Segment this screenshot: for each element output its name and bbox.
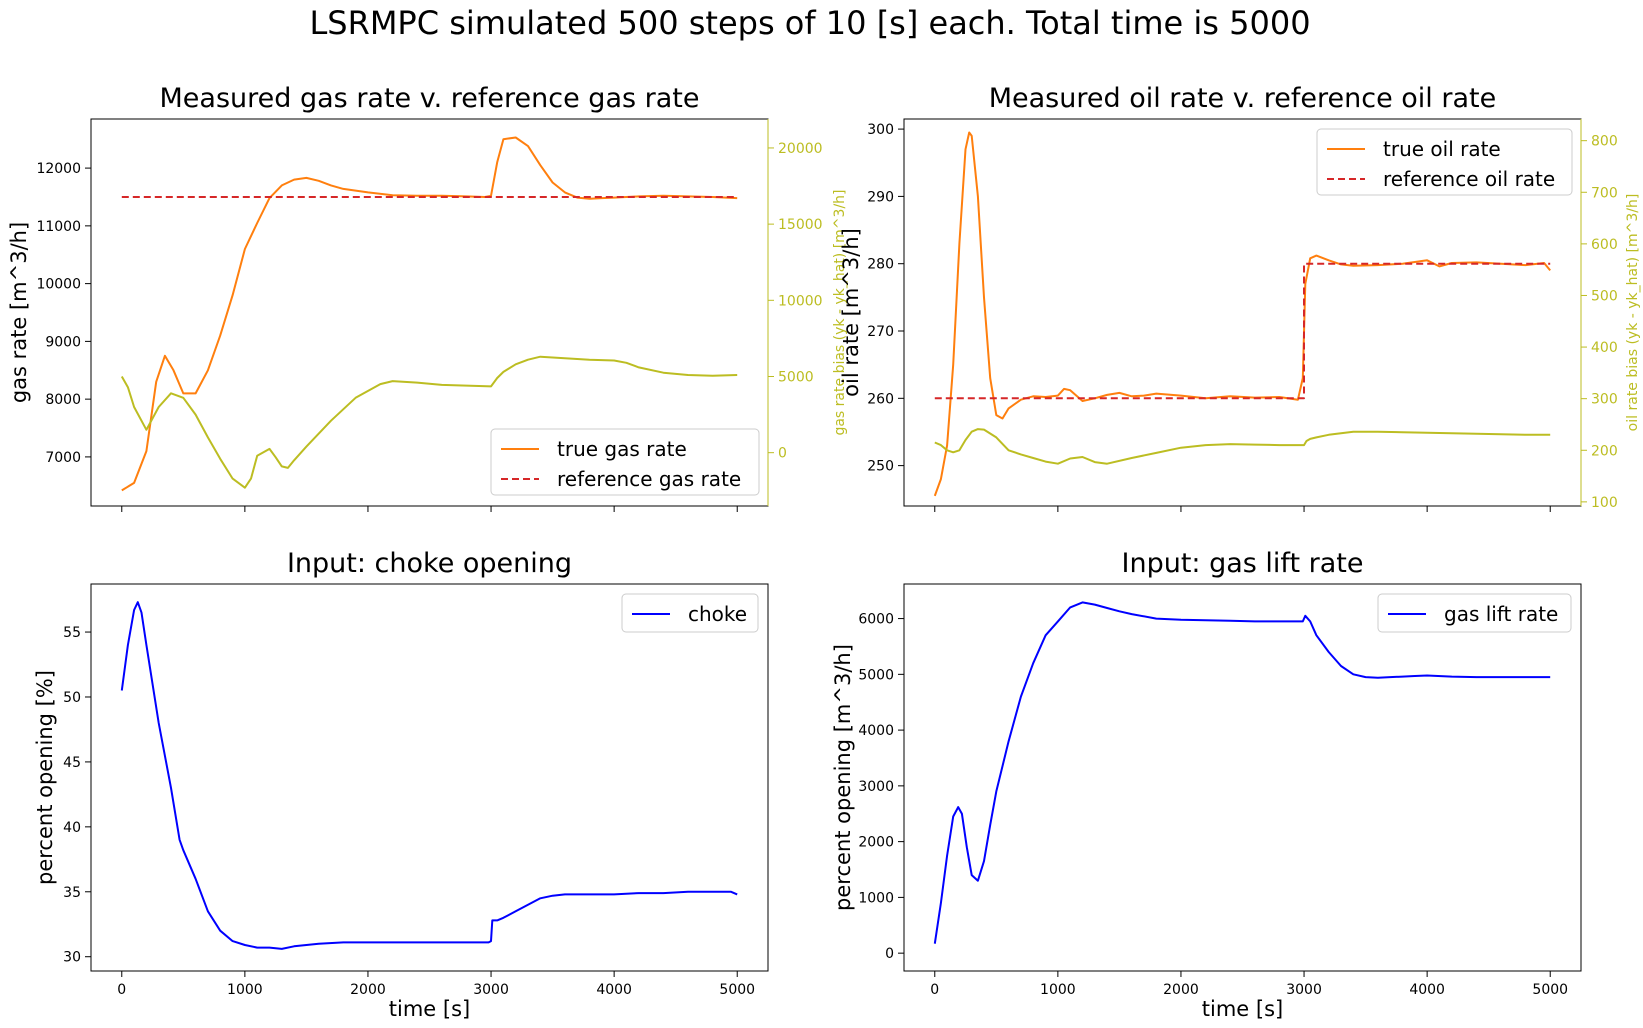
oil-ytick-label: 300 bbox=[867, 122, 894, 138]
oil-y-axis-label: oil rate [m^3/h] bbox=[839, 228, 863, 397]
gaslift-ytick-label: 6000 bbox=[858, 612, 894, 628]
choke-xtick-label: 3000 bbox=[473, 982, 509, 998]
choke-xtick-label: 2000 bbox=[350, 982, 386, 998]
gaslift-y-axis-label: percent opening [m^3/h] bbox=[831, 644, 855, 911]
gas-y2tick-label: 15000 bbox=[778, 217, 823, 233]
oil-y2tick-label: 800 bbox=[1591, 134, 1618, 150]
gaslift-xtick-label: 5000 bbox=[1532, 982, 1568, 998]
oil-ytick-label: 290 bbox=[867, 189, 894, 205]
choke-ytick-label: 50 bbox=[63, 690, 81, 706]
gaslift-ytick-label: 3000 bbox=[858, 779, 894, 795]
oil-ytick-label: 260 bbox=[867, 391, 894, 407]
gas-ytick-label: 12000 bbox=[36, 161, 81, 177]
oil-y2tick-label: 200 bbox=[1591, 443, 1618, 459]
oil-y2tick-label: 600 bbox=[1591, 237, 1618, 253]
gas-ytick-label: 7000 bbox=[45, 450, 81, 466]
choke-legend-label: choke bbox=[688, 602, 747, 626]
choke-ytick-label: 55 bbox=[63, 625, 81, 641]
choke-ytick-label: 45 bbox=[63, 755, 81, 771]
gas-panel: Measured gas rate v. reference gas rate 7… bbox=[7, 83, 848, 512]
oil-legend-label: true oil rate bbox=[1383, 137, 1501, 161]
gaslift-legend-label: gas lift rate bbox=[1444, 602, 1558, 626]
gaslift-xtick-label: 2000 bbox=[1163, 982, 1199, 998]
choke-ytick-label: 35 bbox=[63, 885, 81, 901]
choke-title: Input: choke opening bbox=[287, 548, 572, 579]
gaslift-title: Input: gas lift rate bbox=[1122, 548, 1364, 579]
oil-y2tick-label: 300 bbox=[1591, 392, 1618, 408]
gaslift-ytick-label: 0 bbox=[885, 946, 894, 962]
choke-axes-frame bbox=[90, 583, 769, 972]
gas-y2tick-label: 10000 bbox=[778, 293, 823, 309]
gas-y2tick-label: 20000 bbox=[778, 141, 823, 157]
gas-y2tick-label: 5000 bbox=[778, 369, 814, 385]
oil-series-bias-line bbox=[934, 428, 1551, 465]
gaslift-xtick-label: 0 bbox=[930, 982, 939, 998]
oil-y2tick-label: 700 bbox=[1591, 185, 1618, 201]
choke-xtick-label: 4000 bbox=[596, 982, 632, 998]
gas-y2-axis-label: gas rate bias (yk - yk_hat) [m^3/h] bbox=[832, 189, 848, 435]
gaslift-xtick-label: 3000 bbox=[1286, 982, 1322, 998]
oil-ytick-label: 250 bbox=[867, 459, 894, 475]
gas-ytick-label: 9000 bbox=[45, 334, 81, 350]
gas-y2tick-label: 0 bbox=[778, 446, 787, 462]
choke-xtick-label: 5000 bbox=[719, 982, 755, 998]
gas-series-true-gas-rate-line bbox=[121, 136, 738, 492]
gaslift-xtick-label: 4000 bbox=[1409, 982, 1445, 998]
gaslift-axes-frame bbox=[903, 583, 1582, 972]
oil-y2tick-label: 400 bbox=[1591, 340, 1618, 356]
choke-x-axis-label: time [s] bbox=[389, 997, 470, 1021]
oil-legend-label: reference oil rate bbox=[1383, 167, 1555, 191]
choke-series-choke-line bbox=[120, 601, 738, 950]
gas-series-bias-line bbox=[120, 355, 738, 489]
gas-legend: true gas rate reference gas rate bbox=[490, 428, 760, 496]
gaslift-ytick-label: 1000 bbox=[858, 890, 894, 906]
oil-ytick-label: 280 bbox=[867, 257, 894, 273]
oil-panel: Measured oil rate v. reference oil rate 2… bbox=[839, 83, 1641, 512]
gas-title: Measured gas rate v. reference gas rate bbox=[160, 83, 700, 114]
choke-legend-box bbox=[621, 593, 759, 633]
choke-ytick-label: 30 bbox=[63, 950, 81, 966]
gaslift-xtick-label: 1000 bbox=[1040, 982, 1076, 998]
gaslift-series-gas-lift-rate-line bbox=[933, 601, 1551, 944]
gaslift-ytick-label: 4000 bbox=[858, 723, 894, 739]
gas-legend-label: reference gas rate bbox=[557, 467, 741, 491]
gas-legend-label: true gas rate bbox=[557, 437, 687, 461]
gas-ytick-label: 8000 bbox=[45, 392, 81, 408]
gas-ytick-label: 10000 bbox=[36, 277, 81, 293]
gas-ytick-label: 11000 bbox=[36, 219, 81, 235]
choke-xtick-label: 0 bbox=[117, 982, 126, 998]
oil-ytick-label: 270 bbox=[867, 324, 894, 340]
gas-y-axis-label: gas rate [m^3/h] bbox=[7, 222, 31, 403]
gaslift-ytick-label: 2000 bbox=[858, 835, 894, 851]
oil-legend-box bbox=[1316, 128, 1573, 196]
figure-suptitle: LSRMPC simulated 500 steps of 10 [s] eac… bbox=[309, 4, 1310, 42]
oil-legend: true oil rate reference oil rate bbox=[1316, 128, 1573, 196]
gas-legend-box bbox=[490, 428, 760, 496]
gaslift-legend-box bbox=[1377, 593, 1572, 633]
oil-y2-axis-label: oil rate bias (yk - yk_hat) [m^3/h] bbox=[1625, 194, 1641, 432]
choke-ytick-label: 40 bbox=[63, 820, 81, 836]
gaslift-x-axis-label: time [s] bbox=[1202, 997, 1283, 1021]
oil-title: Measured oil rate v. reference oil rate bbox=[989, 83, 1497, 114]
oil-y2tick-label: 500 bbox=[1591, 288, 1618, 304]
choke-panel: Input: choke opening 0 1000 2000 3000 4000 500… bbox=[33, 548, 769, 1021]
oil-y2tick-label: 100 bbox=[1591, 495, 1618, 511]
gaslift-ytick-label: 5000 bbox=[858, 667, 894, 683]
choke-xtick-label: 1000 bbox=[227, 982, 263, 998]
oil-series-reference-oil-rate-line bbox=[934, 262, 1551, 400]
gaslift-panel: Input: gas lift rate 0 1000 2000 3000 4000 500… bbox=[831, 548, 1582, 1021]
choke-legend: choke bbox=[621, 593, 759, 633]
gaslift-legend: gas lift rate bbox=[1377, 593, 1572, 633]
choke-y-axis-label: percent opening [%] bbox=[33, 670, 57, 885]
